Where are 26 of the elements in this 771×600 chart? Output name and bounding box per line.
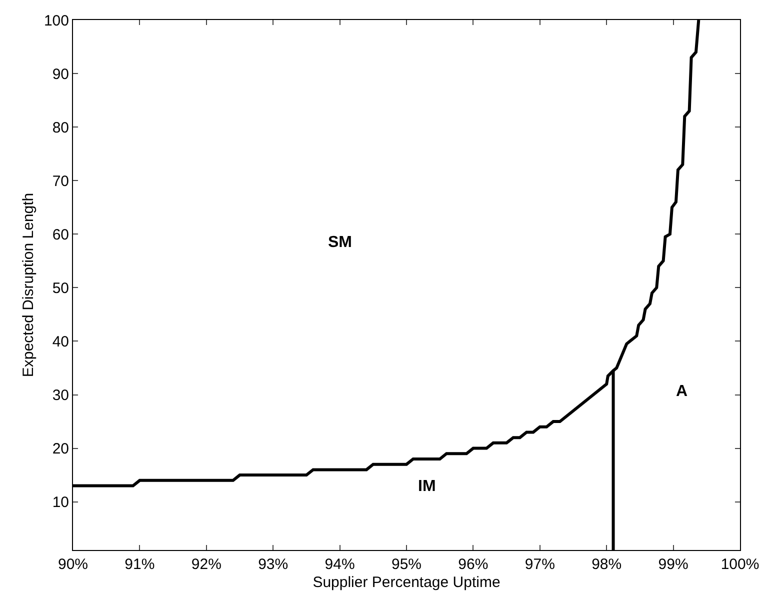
x-tick-label: 91% xyxy=(124,556,155,573)
y-tick-label: 10 xyxy=(52,494,69,512)
x-tick-label: 98% xyxy=(592,556,622,573)
x-axis-title: Supplier Percentage Uptime xyxy=(312,574,500,591)
x-tick-label: 100% xyxy=(720,556,760,573)
y-tick-label: 30 xyxy=(52,387,69,404)
y-tick-label: 40 xyxy=(52,333,69,350)
y-tick-label: 100 xyxy=(44,12,69,30)
x-tick-label: 97% xyxy=(524,556,555,573)
y-tick-label: 60 xyxy=(52,226,69,244)
annotation: IM xyxy=(418,478,436,495)
annotation: SM xyxy=(328,234,352,251)
x-tick-label: 95% xyxy=(391,556,422,573)
x-tick-label: 94% xyxy=(324,556,355,573)
annotation: A xyxy=(676,383,688,400)
x-tick-label: 99% xyxy=(658,556,688,573)
y-axis-title: Expected Disruption Length xyxy=(20,192,38,378)
x-tick-label: 92% xyxy=(191,556,222,573)
y-tick-label: 70 xyxy=(52,172,69,190)
y-tick-label: 50 xyxy=(52,280,69,297)
x-tick-label: 96% xyxy=(458,556,488,573)
x-tick-label: 90% xyxy=(58,556,88,573)
y-tick-label: 80 xyxy=(52,119,69,136)
y-tick-label: 90 xyxy=(52,66,69,83)
x-tick-label: 93% xyxy=(258,556,288,573)
y-tick-label: 20 xyxy=(52,440,69,458)
